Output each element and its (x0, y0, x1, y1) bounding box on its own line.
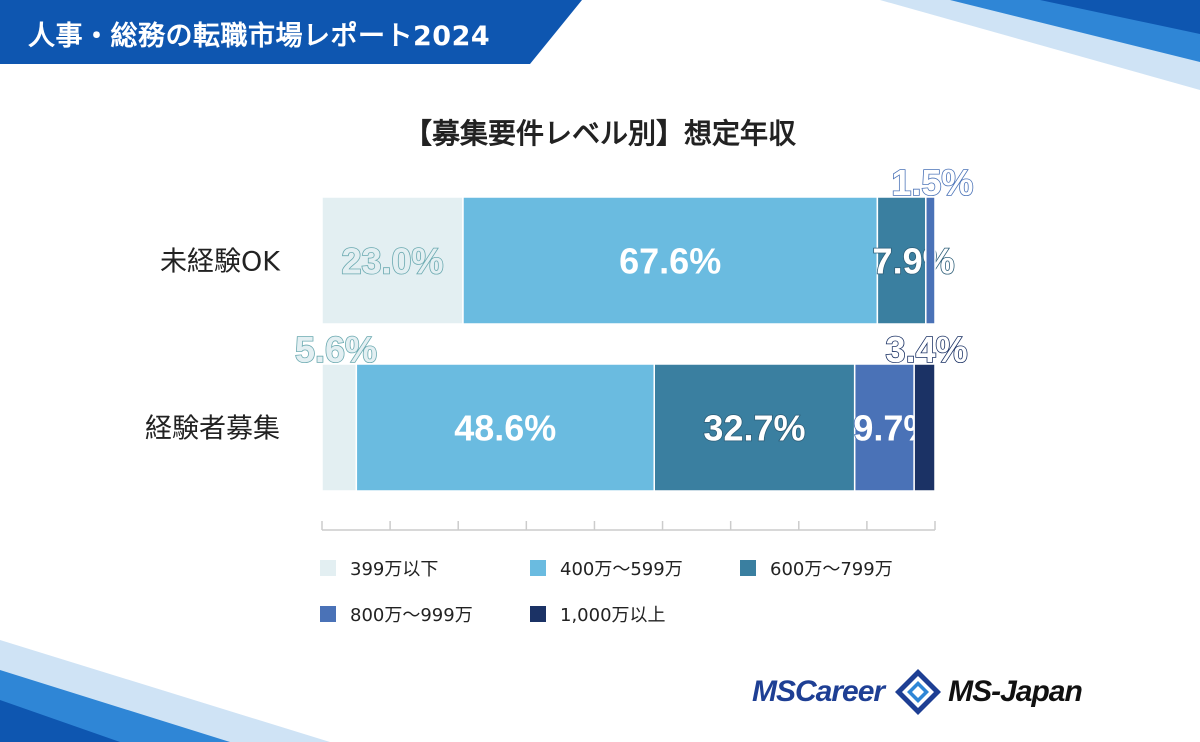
bar-segment (321, 363, 358, 492)
data-label: 32.7% (703, 408, 805, 449)
header-band (0, 0, 582, 64)
legend-label: 600万～799万 (770, 559, 893, 580)
data-label: 48.6% (454, 408, 556, 449)
logo-ms-text: MS (752, 675, 796, 708)
diamond-logo-icon (895, 669, 942, 715)
data-label: 3.4% (886, 329, 968, 370)
bottom-left-stripe-dark (0, 700, 120, 742)
data-label: 7.9% (873, 241, 955, 282)
logo-japan-text: MS-Japan (948, 675, 1083, 708)
report-title: 人事・総務の転職市場レポート2024 (28, 21, 491, 52)
legend-swatch (740, 560, 756, 576)
data-label: 1.5% (891, 162, 973, 203)
chart-legend: 399万以下 400万～599万 600万～799万 800万～999万 1,000万以… (320, 555, 960, 627)
bar-segment (355, 363, 655, 492)
legend-label: 400万～599万 (560, 559, 683, 580)
legend-swatch (530, 606, 546, 622)
legend-item: 400万～599万 (530, 555, 740, 581)
data-label: 23.0% (341, 241, 443, 282)
bar-segment (925, 196, 936, 325)
legend-label: 1,000万以上 (560, 605, 666, 626)
legend-swatch (530, 560, 546, 576)
bar-segment (321, 196, 464, 325)
bar-segment (853, 363, 915, 492)
category-label: 経験者募集 (145, 414, 280, 445)
top-right-stripe-dark (1040, 0, 1200, 34)
category-label: 未経験OK (160, 247, 281, 278)
legend-swatch (320, 606, 336, 622)
legend-item: 600万～799万 (740, 555, 950, 581)
company-logo: MS Career MS-Japan (752, 668, 1083, 716)
legend-item: 1,000万以上 (530, 601, 740, 627)
logo-career-text: Career (795, 675, 885, 708)
chart-title: 【募集要件レベル別】想定年収 (403, 117, 796, 150)
legend-label: 800万～999万 (350, 605, 473, 626)
bar-segment (876, 196, 927, 325)
bar-segment (653, 363, 856, 492)
legend-label: 399万以下 (350, 559, 439, 580)
legend-item: 399万以下 (320, 555, 530, 581)
legend-swatch (320, 560, 336, 576)
bar-segment (913, 363, 936, 492)
data-label: 5.6% (295, 329, 377, 370)
bar-segment (462, 196, 879, 325)
legend-item: 800万～999万 (320, 601, 530, 627)
data-label: 67.6% (619, 241, 721, 282)
